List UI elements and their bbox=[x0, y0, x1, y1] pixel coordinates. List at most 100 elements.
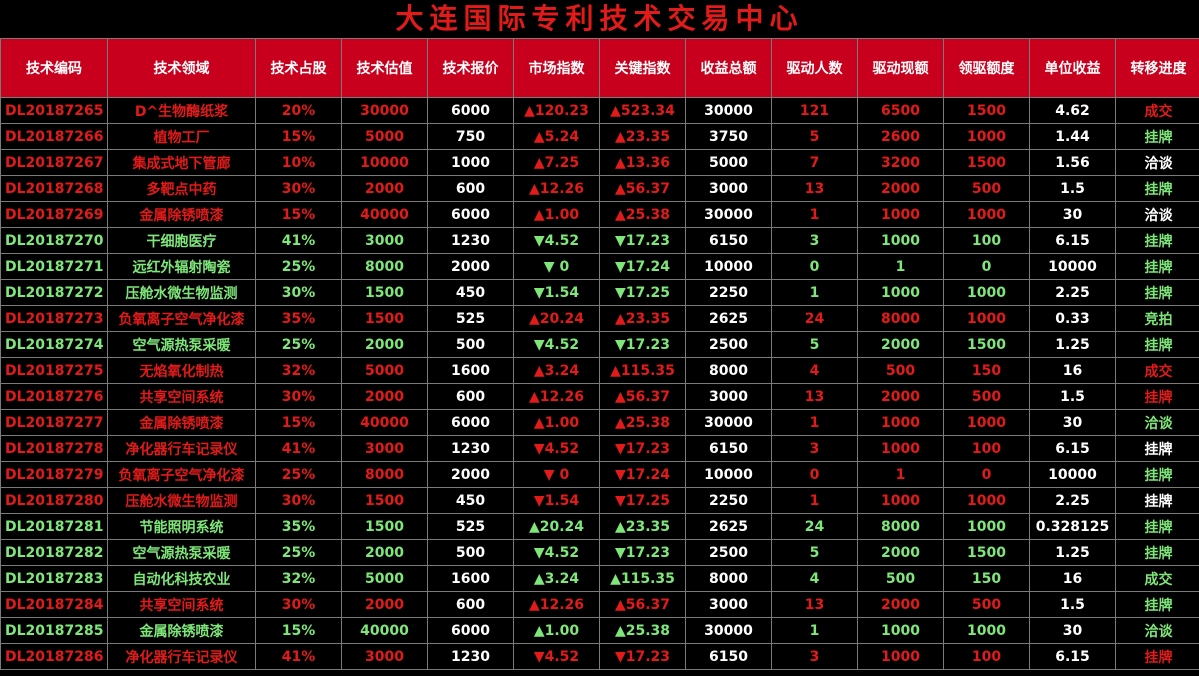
table-row[interactable]: DL20187284 共享空间系统 30% 2000 600 ▲12.26 ▲56.37 30… bbox=[0, 591, 1199, 618]
table-row[interactable]: DL20187266 植物工厂 15% 5000 750 ▲5.24 ▲23.35 3750 5… bbox=[0, 123, 1199, 150]
cell-key-index: ▼17.25 bbox=[599, 279, 686, 306]
cell-drive-amount: 500 bbox=[857, 357, 944, 384]
cell-revenue: 30000 bbox=[685, 201, 772, 228]
cell-field: 共享空间系统 bbox=[107, 591, 256, 618]
cell-lead-amount: 500 bbox=[943, 383, 1030, 410]
cell-market-index: ▲7.25 bbox=[513, 149, 600, 176]
cell-revenue: 6150 bbox=[685, 227, 772, 254]
cell-drive-amount: 8000 bbox=[857, 305, 944, 332]
cell-unit-income: 30 bbox=[1029, 617, 1116, 644]
table-row[interactable]: DL20187270 干细胞医疗 41% 3000 1230 ▼4.52 ▼17.23 615… bbox=[0, 227, 1199, 254]
cell-drivers: 5 bbox=[771, 539, 858, 566]
cell-progress: 挂牌 bbox=[1115, 123, 1199, 150]
cell-key-index: ▼17.24 bbox=[599, 253, 686, 280]
cell-drivers: 4 bbox=[771, 565, 858, 592]
cell-key-index: ▼17.23 bbox=[599, 227, 686, 254]
cell-price: 500 bbox=[427, 539, 514, 566]
cell-code: DL20187275 bbox=[0, 357, 108, 384]
cell-valuation: 2000 bbox=[341, 331, 428, 358]
cell-revenue: 2250 bbox=[685, 487, 772, 514]
table-row[interactable]: DL20187274 空气源热泵采暖 25% 2000 500 ▼4.52 ▼17.23 25… bbox=[0, 331, 1199, 358]
cell-share: 15% bbox=[255, 123, 342, 150]
cell-price: 1230 bbox=[427, 435, 514, 462]
table-row[interactable]: DL20187282 空气源热泵采暖 25% 2000 500 ▼4.52 ▼17.23 25… bbox=[0, 539, 1199, 566]
cell-share: 25% bbox=[255, 253, 342, 280]
table-row[interactable]: DL20187286 净化器行车记录仪 41% 3000 1230 ▼4.52 ▼17.23… bbox=[0, 643, 1199, 670]
cell-lead-amount: 100 bbox=[943, 227, 1030, 254]
cell-price: 6000 bbox=[427, 409, 514, 436]
table-row[interactable]: DL20187271 远红外辐射陶瓷 25% 8000 2000 ▼ 0 ▼17.24 100… bbox=[0, 253, 1199, 280]
cell-unit-income: 30 bbox=[1029, 409, 1116, 436]
cell-revenue: 3750 bbox=[685, 123, 772, 150]
cell-price: 2000 bbox=[427, 253, 514, 280]
cell-field: 植物工厂 bbox=[107, 123, 256, 150]
cell-market-index: ▲5.24 bbox=[513, 123, 600, 150]
cell-valuation: 1500 bbox=[341, 279, 428, 306]
cell-unit-income: 16 bbox=[1029, 565, 1116, 592]
cell-market-index: ▲20.24 bbox=[513, 305, 600, 332]
cell-lead-amount: 0 bbox=[943, 461, 1030, 488]
cell-code: DL20187273 bbox=[0, 305, 108, 332]
cell-code: DL20187268 bbox=[0, 175, 108, 202]
cell-unit-income: 16 bbox=[1029, 357, 1116, 384]
cell-drive-amount: 8000 bbox=[857, 513, 944, 540]
cell-share: 30% bbox=[255, 175, 342, 202]
cell-progress: 挂牌 bbox=[1115, 279, 1199, 306]
cell-lead-amount: 0 bbox=[943, 253, 1030, 280]
cell-market-index: ▲1.00 bbox=[513, 409, 600, 436]
cell-key-index: ▲115.35 bbox=[599, 357, 686, 384]
cell-lead-amount: 100 bbox=[943, 643, 1030, 670]
cell-price: 600 bbox=[427, 175, 514, 202]
table-row[interactable]: DL20187268 多靶点中药 30% 2000 600 ▲12.26 ▲56.37 300… bbox=[0, 175, 1199, 202]
column-header: 转移进度 bbox=[1115, 38, 1199, 98]
cell-field: 节能照明系统 bbox=[107, 513, 256, 540]
cell-valuation: 3000 bbox=[341, 643, 428, 670]
cell-drivers: 121 bbox=[771, 97, 858, 124]
cell-drive-amount: 2000 bbox=[857, 539, 944, 566]
cell-field: 金属除锈喷漆 bbox=[107, 201, 256, 228]
cell-valuation: 3000 bbox=[341, 227, 428, 254]
table-row[interactable]: DL20187279 负氧离子空气净化漆 25% 8000 2000 ▼ 0 ▼17.24 1… bbox=[0, 461, 1199, 488]
cell-drive-amount: 1000 bbox=[857, 279, 944, 306]
table-row[interactable]: DL20187281 节能照明系统 35% 1500 525 ▲20.24 ▲23.35 26… bbox=[0, 513, 1199, 540]
cell-key-index: ▼17.24 bbox=[599, 461, 686, 488]
table-row[interactable]: DL20187283 自动化科技农业 32% 5000 1600 ▲3.24 ▲115.35… bbox=[0, 565, 1199, 592]
cell-progress: 挂牌 bbox=[1115, 539, 1199, 566]
cell-progress: 挂牌 bbox=[1115, 253, 1199, 280]
cell-price: 525 bbox=[427, 513, 514, 540]
cell-key-index: ▲25.38 bbox=[599, 617, 686, 644]
table-row[interactable]: DL20187280 压舱水微生物监测 30% 1500 450 ▼1.54 ▼17.25 2… bbox=[0, 487, 1199, 514]
table-row[interactable]: DL20187277 金属除锈喷漆 15% 40000 6000 ▲1.00 ▲25.38 3… bbox=[0, 409, 1199, 436]
cell-field: 集成式地下管廊 bbox=[107, 149, 256, 176]
table-row[interactable]: DL20187276 共享空间系统 30% 2000 600 ▲12.26 ▲56.37 30… bbox=[0, 383, 1199, 410]
cell-price: 600 bbox=[427, 383, 514, 410]
cell-lead-amount: 1000 bbox=[943, 487, 1030, 514]
table-row[interactable]: DL20187267 集成式地下管廊 10% 10000 1000 ▲7.25 ▲13.36… bbox=[0, 149, 1199, 176]
cell-drivers: 3 bbox=[771, 227, 858, 254]
table-row[interactable]: DL20187265 D^生物酶纸浆 20% 30000 6000 ▲120.23 ▲523… bbox=[0, 97, 1199, 124]
cell-price: 6000 bbox=[427, 97, 514, 124]
cell-code: DL20187270 bbox=[0, 227, 108, 254]
table-row[interactable]: DL20187272 压舱水微生物监测 30% 1500 450 ▼1.54 ▼17.25 2… bbox=[0, 279, 1199, 306]
table-row[interactable]: DL20187278 净化器行车记录仪 41% 3000 1230 ▼4.52 ▼17.23… bbox=[0, 435, 1199, 462]
cell-drive-amount: 1000 bbox=[857, 409, 944, 436]
table-row[interactable]: DL20187275 无焰氧化制热 32% 5000 1600 ▲3.24 ▲115.35 8… bbox=[0, 357, 1199, 384]
column-header: 技术占股 bbox=[255, 38, 342, 98]
table-row[interactable]: DL20187285 金属除锈喷漆 15% 40000 6000 ▲1.00 ▲25.38 3… bbox=[0, 617, 1199, 644]
cell-share: 15% bbox=[255, 409, 342, 436]
cell-field: 金属除锈喷漆 bbox=[107, 409, 256, 436]
cell-drivers: 0 bbox=[771, 253, 858, 280]
cell-unit-income: 6.15 bbox=[1029, 435, 1116, 462]
cell-valuation: 40000 bbox=[341, 201, 428, 228]
table-row[interactable]: DL20187269 金属除锈喷漆 15% 40000 6000 ▲1.00 ▲25.38 3… bbox=[0, 201, 1199, 228]
cell-drive-amount: 2000 bbox=[857, 331, 944, 358]
cell-share: 25% bbox=[255, 331, 342, 358]
cell-progress: 挂牌 bbox=[1115, 643, 1199, 670]
cell-progress: 挂牌 bbox=[1115, 461, 1199, 488]
cell-drivers: 1 bbox=[771, 487, 858, 514]
column-header: 收益总额 bbox=[685, 38, 772, 98]
cell-key-index: ▲523.34 bbox=[599, 97, 686, 124]
cell-field: 干细胞医疗 bbox=[107, 227, 256, 254]
cell-valuation: 5000 bbox=[341, 123, 428, 150]
table-row[interactable]: DL20187273 负氧离子空气净化漆 35% 1500 525 ▲20.24 ▲23.3… bbox=[0, 305, 1199, 332]
